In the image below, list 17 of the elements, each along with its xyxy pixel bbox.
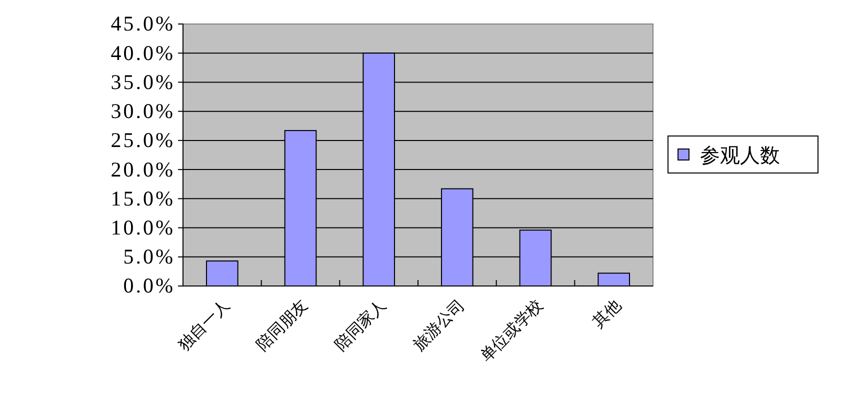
legend-label: 参观人数	[700, 145, 780, 167]
y-tick-label: 45.0%	[110, 12, 175, 36]
y-tick-label: 20.0%	[110, 157, 175, 182]
x-tick-label: 旅游公司	[410, 296, 468, 354]
x-tick-label: 独自一人	[175, 296, 233, 354]
y-tick-label: 40.0%	[110, 40, 175, 65]
y-tick-label: 0.0%	[123, 274, 175, 298]
y-tick-label: 5.0%	[123, 244, 175, 269]
x-tick-label: 陪同朋友	[253, 296, 312, 354]
x-tick-label: 单位或学校	[477, 296, 546, 366]
y-tick-label: 30.0%	[110, 99, 175, 124]
x-tick-label: 陪同家人	[332, 296, 390, 354]
x-tick-label: 其他	[589, 296, 625, 332]
y-tick-label: 15.0%	[110, 186, 175, 210]
y-tick-label: 25.0%	[110, 128, 175, 152]
y-tick-label: 10.0%	[110, 216, 175, 240]
y-tick-label: 35.0%	[110, 70, 175, 94]
